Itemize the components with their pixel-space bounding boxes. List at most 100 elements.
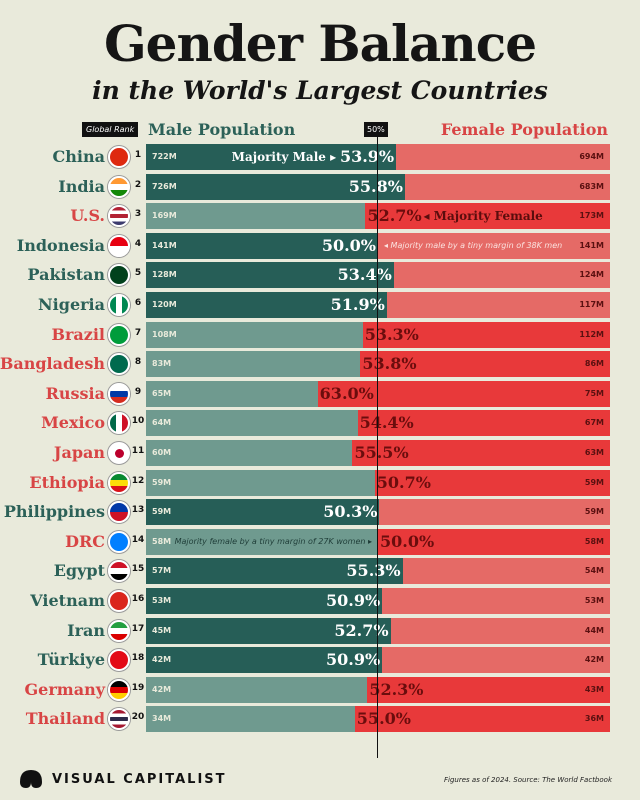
male-bar	[146, 410, 358, 437]
percentage-label: 63.0%	[319, 383, 374, 403]
female-bar	[360, 351, 610, 378]
male-population: 42M	[152, 655, 172, 665]
country-flag-icon	[108, 205, 130, 228]
female-bar	[378, 232, 610, 259]
percentage-label: 50.3%	[323, 502, 378, 522]
country-flag-icon	[108, 678, 130, 701]
country-name: Brazil	[51, 324, 105, 344]
global-rank: 5	[134, 268, 142, 279]
table-row: U.S. 3 169M 173M 52.7% ◂ Majority Female	[0, 203, 640, 230]
midpoint-label: 50%	[364, 122, 388, 137]
female-population: 75M	[584, 388, 604, 398]
percentage-label: 51.9%	[330, 295, 385, 314]
country-name: Japan	[53, 443, 105, 462]
female-population: 694M	[579, 152, 604, 161]
percentage-label: 52.3%	[369, 679, 424, 699]
global-rank: 1	[134, 150, 142, 160]
female-population: 44M	[584, 625, 604, 635]
table-row: Germany 19 42M 43M 52.3%	[0, 676, 640, 703]
male-bar	[146, 706, 355, 733]
male-bar	[146, 588, 383, 614]
female-population: 683M	[579, 181, 604, 191]
percentage-label: 53.8%	[362, 354, 417, 374]
male-population: 57M	[152, 566, 172, 576]
global-rank: 11	[131, 446, 145, 456]
country-flag-icon	[108, 560, 130, 583]
male-population: 59M	[152, 477, 172, 487]
female-population: 59M	[584, 477, 604, 487]
female-population: 117M	[579, 300, 604, 309]
country-name: Thailand	[25, 709, 105, 729]
table-row: Türkiye 18 42M 42M 50.9%	[0, 647, 640, 674]
female-header: Female Population	[440, 120, 608, 139]
country-name: China	[52, 147, 105, 166]
brand-logo: VISUAL CAPITALIST	[18, 768, 227, 790]
country-name: Pakistan	[27, 265, 105, 285]
country-flag-icon	[108, 412, 130, 435]
country-name: Iran	[67, 620, 105, 640]
table-row: Pakistan 5 128M 124M 53.4%	[0, 262, 640, 289]
table-row: Ethiopia 12 59M 59M 50.7%	[0, 469, 640, 496]
country-name: India	[58, 176, 105, 196]
country-flag-icon	[108, 353, 130, 376]
female-population: 124M	[579, 270, 604, 280]
male-bar	[146, 173, 405, 200]
country-flag-icon	[108, 590, 130, 612]
male-bar	[146, 144, 397, 170]
table-row: Japan 11 60M 63M 55.5%	[0, 440, 640, 466]
brand-name: VISUAL CAPITALIST	[52, 771, 227, 787]
male-bar	[146, 380, 318, 407]
global-rank: 20	[131, 712, 145, 723]
country-name: Vietnam	[30, 591, 105, 610]
female-population: 54M	[584, 566, 604, 576]
male-bar	[146, 321, 363, 348]
country-name: Türkiye	[37, 650, 105, 670]
male-population: 141M	[152, 240, 177, 250]
country-flag-icon	[108, 382, 130, 405]
global-rank: 17	[131, 623, 145, 634]
female-bar	[404, 173, 610, 200]
annotation: ◂ Majority male by a tiny margin of 38K …	[384, 240, 563, 250]
logo-icon	[20, 770, 42, 788]
female-bar	[357, 410, 610, 437]
table-row: Indonesia 4 141M 141M 50.0% ◂ Majority male b…	[0, 232, 640, 259]
female-population: 112M	[579, 329, 604, 339]
global-rank: 12	[131, 475, 145, 486]
female-population: 58M	[584, 536, 604, 546]
female-bar	[396, 144, 610, 170]
percentage-label: 50.0%	[321, 235, 376, 255]
male-bar	[146, 528, 378, 555]
table-row: Brazil 7 108M 112M 53.3%	[0, 321, 640, 348]
male-bar	[146, 262, 394, 289]
percentage-label: 54.4%	[359, 413, 414, 433]
table-row: Iran 17 45M 44M 52.7%	[0, 617, 640, 644]
percentage-label: 53.3%	[364, 324, 419, 344]
country-name: Bangladesh	[0, 354, 105, 374]
global-rank: 13	[131, 505, 145, 516]
female-bar	[379, 499, 610, 526]
country-flag-icon	[108, 294, 130, 316]
rank-header: Global Rank	[82, 122, 139, 137]
table-row: India 2 726M 683M 55.8%	[0, 173, 640, 200]
percentage-label: 55.0%	[356, 709, 411, 729]
female-bar	[367, 676, 610, 703]
table-row: Mexico 10 64M 67M 54.4%	[0, 410, 640, 437]
percentage-label: 55.5%	[354, 443, 409, 462]
percentage-label: 53.9%	[339, 147, 395, 166]
country-flag-icon	[108, 146, 130, 168]
country-flag-icon	[108, 471, 130, 494]
country-name: Egypt	[53, 561, 105, 581]
country-flag-icon	[108, 323, 130, 346]
percentage-label: 50.9%	[326, 650, 381, 670]
male-population: 65M	[152, 388, 172, 398]
male-bar	[146, 558, 403, 585]
female-population: 42M	[584, 655, 604, 665]
male-bar	[146, 617, 391, 644]
table-row: Egypt 15 57M 54M 55.3%	[0, 558, 640, 585]
country-flag-icon	[108, 501, 130, 524]
percentage-label: 53.4%	[337, 265, 392, 285]
male-population: 34M	[152, 714, 172, 724]
male-population: 108M	[152, 329, 177, 339]
country-flag-icon	[108, 264, 130, 287]
source-note: Figures as of 2024. Source: The World Fa…	[444, 776, 612, 784]
